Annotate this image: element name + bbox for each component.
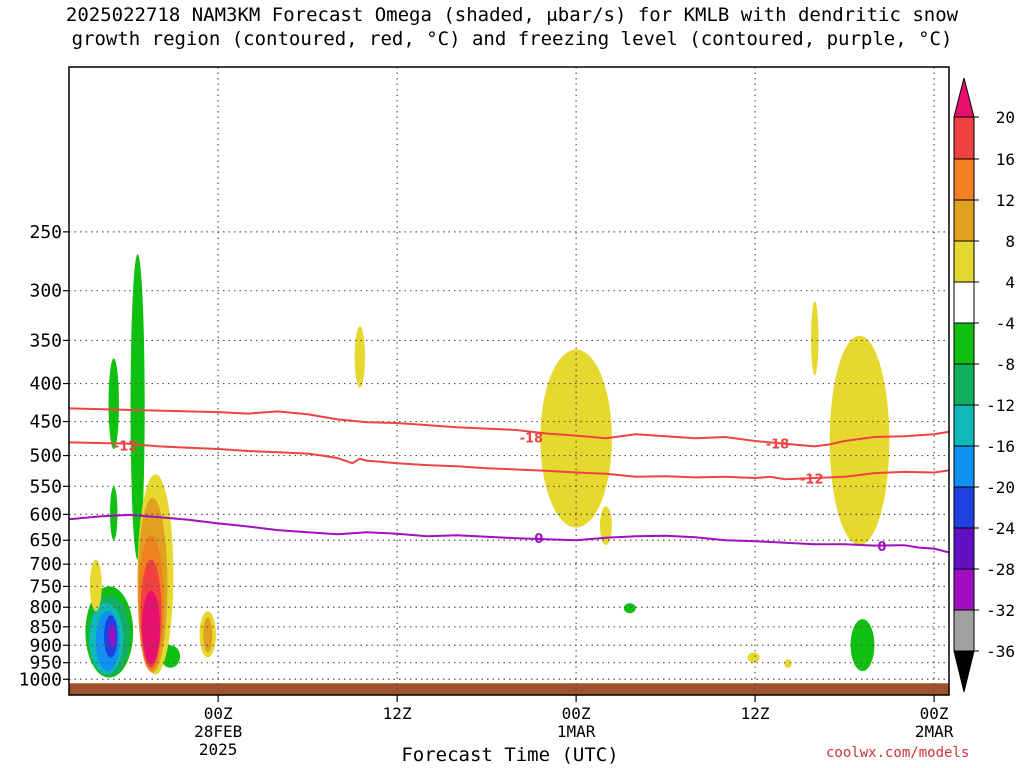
colorbar-swatch (953, 322, 975, 365)
omega-region--8 (108, 358, 119, 450)
colorbar-label: -16 (986, 437, 1015, 456)
colorbar-swatch (953, 445, 975, 488)
plot-frame (68, 66, 950, 696)
omega-region-4 (811, 301, 819, 376)
x-tick-label: 00Z (204, 704, 233, 723)
y-tick-label: 850 (29, 617, 62, 638)
colorbar-swatch (953, 486, 975, 529)
y-tick-label: 500 (29, 446, 62, 467)
colorbar-label: 16 (996, 150, 1015, 169)
y-tick-label: 750 (29, 576, 62, 597)
x-tick-label: 28FEB (194, 722, 242, 741)
x-tick-label: 12Z (741, 704, 770, 723)
colorbar-swatch (953, 158, 975, 201)
colorbar-top-arrow (953, 77, 975, 118)
colorbar-label: 4 (1005, 273, 1015, 292)
colorbar-label: -24 (986, 519, 1015, 538)
x-axis-label: Forecast Time (UTC) (401, 744, 619, 766)
contour-line--18 (69, 407, 949, 448)
omega-shading (85, 254, 890, 678)
contour-line-0 (69, 513, 949, 554)
x-tick-label: 2025 (199, 740, 238, 759)
omega-region-4 (599, 506, 612, 546)
colorbar-label: -36 (986, 642, 1015, 661)
colorbar-swatch (953, 363, 975, 406)
colorbar-label: -4 (996, 314, 1015, 333)
chart-title-line2: growth region (contoured, red, °C) and f… (71, 28, 953, 50)
omega-region-4 (829, 335, 890, 546)
omega-region--8 (110, 486, 118, 541)
ground-surface (69, 683, 949, 695)
x-tick-label: 00Z (920, 704, 949, 723)
y-tick-label: 550 (29, 476, 62, 497)
colorbar-swatch (953, 568, 975, 611)
omega-region--32 (108, 624, 116, 648)
grid-lines (69, 67, 949, 695)
omega-region-4 (89, 559, 102, 612)
y-tick-label: 650 (29, 530, 62, 551)
omega-region-4 (784, 659, 792, 668)
colorbar-label: 20 (996, 108, 1015, 127)
ground-bar (69, 683, 949, 695)
colorbar-swatch (953, 199, 975, 242)
colorbar-swatch (953, 404, 975, 447)
colorbar-label: -28 (986, 560, 1015, 579)
y-tick-label: 1000 (19, 669, 62, 690)
contour-label: -18 (520, 432, 544, 447)
omega-region-8 (203, 617, 213, 653)
omega-region-4 (747, 652, 760, 663)
y-tick-label: 300 (29, 281, 62, 302)
colorbar-swatch (953, 240, 975, 283)
y-tick-label: 700 (29, 554, 62, 575)
omega-region-4 (354, 326, 366, 388)
contour-line--12 (69, 441, 949, 481)
contour-label: -12 (114, 440, 138, 455)
contour-label: -18 (766, 438, 790, 453)
omega-region-4 (540, 349, 612, 528)
x-tick-label: 00Z (562, 704, 591, 723)
omega-region--8 (623, 603, 636, 614)
y-tick-label: 600 (29, 504, 62, 525)
y-tick-label: 250 (29, 222, 62, 243)
contour-label: 0 (877, 540, 886, 555)
colorbar-label: -32 (986, 601, 1015, 620)
y-tick-label: 950 (29, 653, 62, 674)
x-tick-label: 12Z (383, 704, 412, 723)
y-axis: 2503003504004505005506006507007508008509… (19, 222, 69, 690)
y-tick-label: 800 (29, 597, 62, 618)
x-tick-label: 2MAR (915, 722, 954, 741)
contour-label: -12 (800, 473, 824, 488)
contour-label: 0 (534, 532, 543, 547)
colorbar-label: -8 (996, 355, 1015, 374)
colorbar-label: -12 (986, 396, 1015, 415)
temperature-contours: -12 -12 -18 -18 0 0 (69, 407, 949, 555)
y-tick-label: 900 (29, 635, 62, 656)
colorbar-swatch (953, 116, 975, 160)
colorbar-label: 12 (996, 191, 1015, 210)
colorbar-label: 8 (1005, 232, 1015, 251)
x-tick-label: 1MAR (557, 722, 596, 741)
colorbar: 20 16 12 8 4 -4 -8 -12 -16 -20 -24 -28 -32 -36 (953, 77, 1015, 693)
credit-text: coolwx.com/models (826, 745, 970, 761)
omega-region--8 (130, 254, 145, 560)
colorbar-swatch (953, 527, 975, 570)
colorbar-label: -20 (986, 478, 1015, 497)
chart-title-line1: 2025022718 NAM3KM Forecast Omega (shaded… (65, 4, 959, 26)
y-tick-label: 400 (29, 374, 62, 395)
y-tick-label: 350 (29, 330, 62, 351)
omega-region-20 (142, 590, 160, 665)
colorbar-swatch (953, 281, 975, 324)
colorbar-swatch (953, 609, 975, 652)
y-tick-label: 450 (29, 412, 62, 433)
colorbar-bottom-arrow (953, 650, 975, 693)
